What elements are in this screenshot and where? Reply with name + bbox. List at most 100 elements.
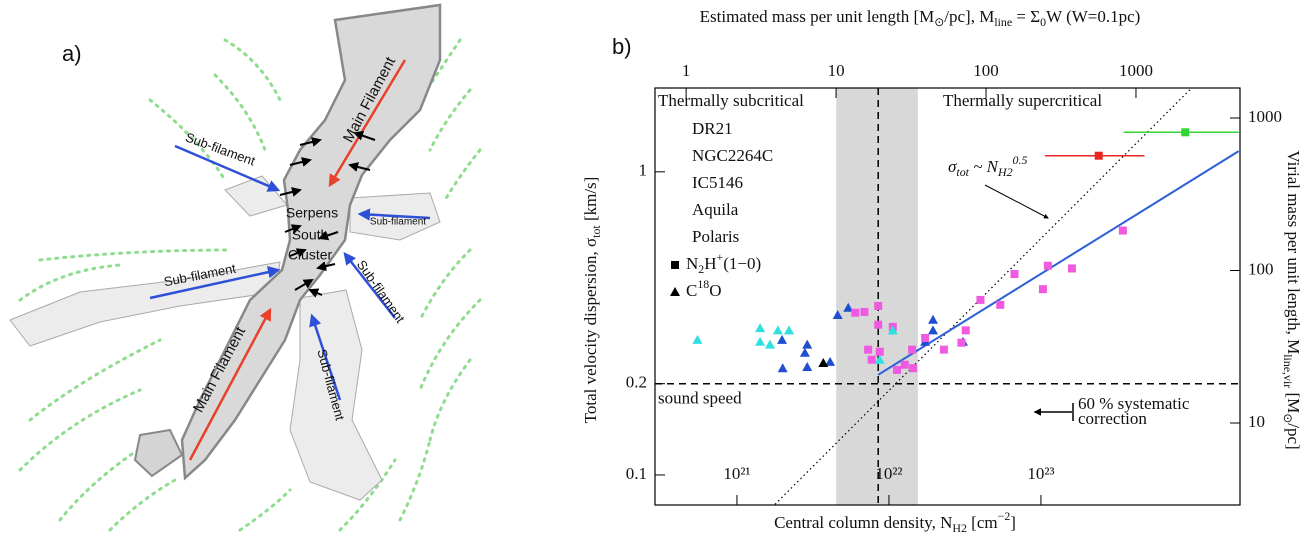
y-tick-label: 0.2 — [626, 373, 647, 392]
y-axis-label-part: [km/s] — [581, 177, 600, 226]
panel-b: 10²¹ 10²² 10²³ 0.1 0.2 1 1 10 100 1000 10 100 1000 Ce… — [581, 7, 1303, 535]
point — [1181, 128, 1190, 137]
flow-arrows — [149, 59, 431, 461]
legend-entry-part: C — [686, 281, 697, 300]
point — [887, 325, 898, 335]
y2-tick-label: 1000 — [1248, 107, 1282, 126]
legend-entry-part: 2 — [698, 262, 704, 276]
point — [755, 336, 766, 346]
scaling-label-part: 0.5 — [1013, 153, 1028, 167]
region-label: Thermally supercritical — [943, 91, 1102, 110]
x2-axis-label-part: /pc], M — [944, 7, 994, 26]
legend-entry-part: + — [717, 250, 724, 264]
x2-axis-label-part: ⊙ — [934, 15, 944, 29]
scaling-line — [774, 87, 1193, 505]
y2-tick-label: 10 — [1248, 412, 1265, 431]
point — [864, 345, 873, 354]
legend-entry-part: O — [709, 281, 721, 300]
hline-label: sound speed — [658, 389, 742, 408]
fit-line — [877, 150, 1240, 376]
point — [976, 295, 985, 304]
point — [996, 300, 1005, 309]
point — [783, 325, 794, 335]
cluster-label: Serpens — [286, 205, 338, 221]
point — [772, 325, 783, 335]
sub-filament-label: Sub-filament — [184, 129, 258, 168]
scaling-label-part: ~ N — [969, 157, 1000, 176]
point — [1038, 285, 1047, 294]
region-label: Thermally subcritical — [658, 91, 804, 110]
x2-tick-label: 100 — [973, 61, 999, 80]
point — [1067, 264, 1076, 273]
panel-label: a) — [62, 41, 82, 66]
y2-axis-label-part: [M — [1284, 388, 1303, 413]
point — [893, 365, 902, 374]
scaling-label-part: tot — [956, 165, 969, 179]
point — [875, 347, 884, 356]
point — [802, 339, 813, 349]
point — [900, 360, 909, 369]
point — [874, 354, 885, 364]
point — [802, 362, 813, 372]
x2-tick-label: 1000 — [1119, 61, 1153, 80]
point — [1043, 261, 1052, 270]
legend-entry-part: 18 — [697, 277, 709, 291]
band — [836, 88, 918, 505]
legend-entry: NGC2264C — [692, 146, 773, 165]
point — [874, 301, 883, 310]
cluster-label: South — [292, 227, 329, 243]
point — [764, 339, 775, 349]
y2-axis-label-part: line,vir — [1281, 354, 1295, 388]
point — [777, 334, 788, 344]
x2-tick-label: 1 — [682, 61, 691, 80]
correction-note: correction — [1078, 409, 1147, 428]
point — [860, 307, 869, 316]
point — [825, 356, 836, 366]
panel-a — [18, 38, 482, 532]
y-axis-label-part: tot — [589, 225, 603, 238]
point — [928, 325, 939, 335]
legend-entry: Aquila — [692, 200, 739, 219]
y2-tick-label: 100 — [1248, 259, 1274, 278]
legend-entry-part: N — [686, 254, 698, 273]
scaling-label: σtot ~ NH20.5 — [948, 153, 1027, 179]
scaling-label-part: H2 — [997, 165, 1013, 179]
y2-axis-label-part: ⊙ — [1281, 413, 1295, 423]
x-axis-label-part: −2 — [998, 509, 1011, 523]
legend-entry-part: H — [704, 254, 716, 273]
sub-filament-label: Sub-filament — [354, 257, 408, 326]
legend-marker — [670, 287, 680, 296]
y2-axis-label: Virial mass per unit length, Mline,vir [… — [1281, 150, 1303, 449]
x2-axis-label-part: W (W=0.1pc) — [1046, 7, 1140, 26]
x-axis-label-part: H2 — [952, 521, 967, 535]
correction-note: 60 % systematic — [1078, 394, 1190, 413]
x2-axis-label-part: line — [994, 15, 1012, 29]
x2-tick-label: 10 — [828, 61, 845, 80]
point — [939, 345, 948, 354]
point — [874, 320, 883, 329]
x-axis-label-part: Central column density, N — [774, 513, 952, 532]
point — [818, 358, 829, 368]
point — [1010, 270, 1019, 279]
point — [1118, 226, 1127, 235]
x-axis-label: Central column density, NH2 [cm−2] — [774, 509, 1016, 535]
legend-entry: Polaris — [692, 227, 739, 246]
point — [692, 334, 703, 344]
y2-axis-label-part: Virial mass per unit length, M — [1284, 150, 1303, 354]
legend-entry: DR21 — [692, 119, 733, 138]
point — [921, 334, 930, 343]
legend-entry: IC5146 — [692, 173, 743, 192]
point — [909, 364, 918, 373]
y-tick-label: 0.1 — [626, 464, 647, 483]
point — [908, 345, 917, 354]
annotation-arrow — [984, 184, 1049, 219]
point — [777, 363, 788, 373]
cluster-label: Cluster — [288, 247, 333, 263]
x-axis-label-part: [cm — [967, 513, 998, 532]
x2-axis-label-part: = Σ — [1012, 7, 1040, 26]
point — [961, 326, 970, 335]
legend-entry-part: (1−0) — [723, 254, 761, 273]
y-axis-label: Total velocity dispersion, σtot [km/s] — [581, 177, 603, 424]
y-tick-label: 1 — [639, 161, 648, 180]
